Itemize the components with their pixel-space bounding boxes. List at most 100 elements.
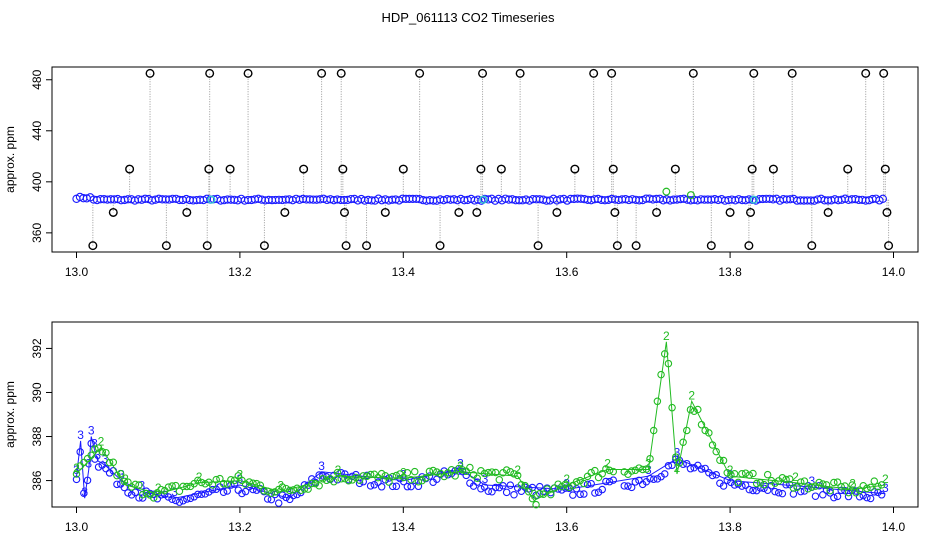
data-point-green [664, 359, 673, 368]
data-point-blue [403, 482, 412, 491]
data-point-blue [455, 467, 463, 475]
data-point-blue [76, 448, 84, 456]
x-tick-label: 13.8 [718, 265, 742, 279]
data-point-green [138, 490, 147, 499]
data-point-black [204, 164, 214, 174]
data-point-blue [797, 487, 805, 496]
data-point-green [602, 465, 610, 473]
data-point-green [605, 466, 614, 475]
data-point-green [797, 478, 805, 486]
data-point-black [415, 68, 425, 78]
marker-digit-green: 2 [155, 481, 162, 495]
y-tick-label: 360 [30, 223, 44, 243]
data-point-blue [778, 489, 787, 498]
data-point-blue [263, 495, 272, 503]
data-point-blue [282, 493, 290, 502]
data-point-blue [205, 488, 213, 496]
data-point-blue [138, 494, 147, 502]
chart-title: HDP_061113 CO2 Timeseries [382, 10, 555, 25]
data-point-green [234, 472, 243, 480]
data-point-black [589, 68, 599, 78]
data-point-green [271, 488, 279, 496]
data-point-blue [749, 486, 757, 495]
y-tick-label: 400 [30, 171, 44, 191]
y-axis-label: approx. ppm [3, 126, 17, 193]
data-point-green [304, 485, 312, 493]
data-point-green [455, 464, 463, 473]
data-point-blue [686, 464, 695, 473]
marker-digit-blue: 3 [286, 485, 293, 499]
data-point-blue [341, 470, 349, 478]
data-point-green [403, 469, 412, 477]
data-point-green [690, 407, 698, 416]
plot-frame [51, 66, 919, 253]
data-point-black [341, 241, 351, 251]
x-tick-label: 13.4 [392, 265, 416, 279]
data-point-green [230, 476, 239, 485]
data-point-blue [819, 490, 827, 499]
data-point-blue [690, 463, 698, 472]
data-point-blue [561, 484, 570, 492]
data-point-green [422, 474, 430, 482]
data-point-cyan [749, 195, 758, 204]
data-point-blue [763, 486, 772, 494]
data-point-green [308, 479, 316, 488]
data-point-black [435, 241, 445, 251]
data-point-black [317, 68, 327, 78]
data-point-black [746, 207, 756, 217]
data-point-green [745, 471, 754, 479]
marker-digit-blue: 3 [85, 457, 92, 471]
y-tick-label: 386 [30, 470, 44, 490]
data-point-green [285, 486, 294, 495]
marker-digit-blue: 3 [171, 485, 178, 499]
data-point-green [197, 478, 206, 487]
data-point-blue [179, 497, 187, 505]
data-point-blue [201, 490, 209, 498]
data-point-green [488, 468, 496, 476]
data-point-green [524, 488, 533, 496]
data-point-green [377, 469, 386, 478]
data-point-blue [624, 482, 632, 490]
data-point-green [591, 466, 599, 475]
data-point-green [841, 482, 849, 490]
marker-digit-green: 2 [531, 487, 538, 501]
x-tick-label: 13.4 [392, 520, 416, 534]
data-point-green [116, 469, 125, 478]
data-point-green [344, 476, 353, 485]
data-point-blue [627, 483, 636, 492]
data-point-blue [558, 486, 566, 494]
data-point-blue [366, 482, 375, 490]
marker-digit-green: 2 [727, 463, 734, 477]
data-point-black [880, 164, 890, 174]
marker-digit-green: 2 [792, 470, 799, 484]
data-point-blue [506, 481, 515, 489]
data-point-green [517, 480, 526, 489]
data-point-blue [83, 476, 92, 485]
data-point-blue [499, 482, 507, 490]
data-point-blue [352, 470, 360, 479]
data-point-black [472, 207, 482, 217]
data-point-green [631, 466, 640, 475]
data-point-green [521, 481, 529, 490]
data-point-green [142, 489, 151, 498]
data-point-black [496, 164, 506, 174]
data-point-green [543, 485, 551, 493]
data-point-black [652, 207, 662, 217]
data-point-green [686, 405, 695, 414]
data-point-blue [697, 465, 706, 473]
data-point-blue [374, 478, 382, 487]
x-tick-label: 13.0 [65, 265, 89, 279]
data-point-green [830, 478, 838, 487]
data-point-green [554, 480, 562, 488]
data-point-green [660, 350, 669, 358]
marker-digit-green: 2 [849, 476, 856, 490]
data-point-black [259, 241, 269, 251]
data-point-green [267, 489, 276, 498]
data-point-blue [866, 494, 875, 503]
data-point-blue [480, 483, 489, 491]
data-point-green [91, 445, 99, 453]
data-point-green [502, 466, 511, 474]
data-point-green [241, 480, 250, 488]
data-point-black [884, 241, 894, 251]
data-point-blue [238, 489, 246, 498]
